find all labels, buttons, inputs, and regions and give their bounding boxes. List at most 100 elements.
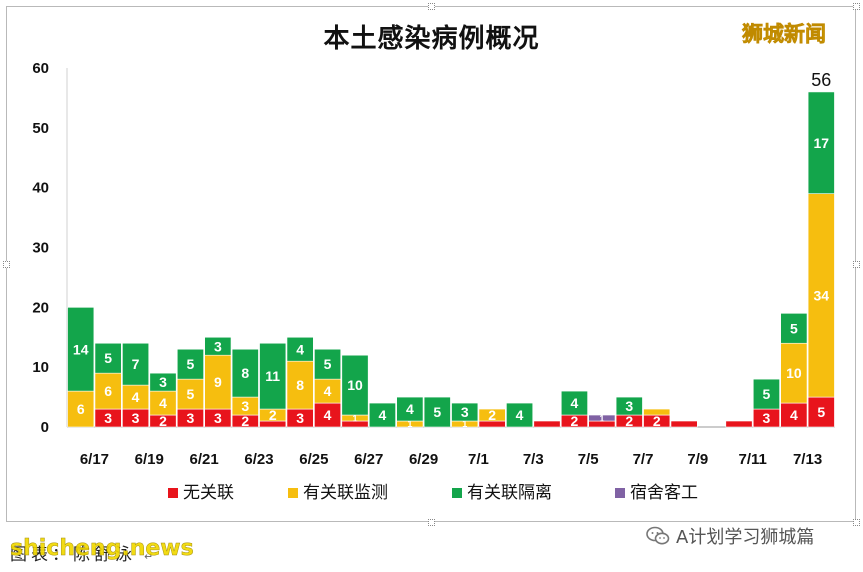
bar-data-label: 5: [817, 404, 825, 420]
bar-segment: [615, 396, 643, 416]
y-tick-label: 40: [32, 180, 49, 197]
x-tick-label: 6/29: [409, 451, 438, 468]
x-tick-label: 6/17: [80, 451, 109, 468]
bar-data-label: 6: [77, 401, 85, 417]
bar-data-label: 3: [159, 374, 167, 390]
x-tick-label: 6/25: [299, 451, 328, 468]
legend-swatch: [615, 488, 625, 498]
watermark-account: A计划学习狮城篇: [676, 527, 815, 548]
bar-data-label: 4: [571, 395, 579, 411]
bar-segment: [560, 390, 588, 416]
y-tick-label: 60: [32, 60, 49, 77]
bar-segment: [314, 348, 342, 380]
y-tick-label: 30: [32, 240, 49, 257]
resize-handle-bottom-right[interactable]: [853, 519, 860, 526]
bar-data-label: 1: [462, 419, 467, 429]
bar-data-label: 2: [488, 407, 496, 423]
bar-segment: [341, 354, 369, 416]
bar-segment: [478, 408, 506, 422]
bar-data-label: 3: [104, 410, 112, 426]
bar-data-label: 2: [625, 413, 633, 429]
bar-data-label: 4: [159, 395, 167, 411]
bar-segment: [67, 307, 95, 392]
bar-data-label: 14: [73, 341, 89, 357]
bar-data-label: 3: [241, 398, 249, 414]
bar-data-label: 2: [571, 413, 579, 429]
resize-handle-top-right[interactable]: [853, 3, 860, 10]
bar-data-label: 4: [324, 383, 332, 399]
bar-data-label: 3: [763, 410, 771, 426]
x-tick-label: 7/11: [739, 451, 767, 468]
brand-logo: 狮城新闻: [742, 22, 827, 47]
bar-segment: [259, 342, 287, 410]
resize-handle-bottom[interactable]: [428, 519, 435, 526]
bar-data-label: 5: [187, 356, 195, 372]
bar-data-label: 1: [407, 419, 412, 429]
bar-data-label: 4: [790, 407, 798, 423]
watermark: A计划学习狮城篇: [646, 523, 814, 549]
paragraph-mark-icon: ↵: [144, 550, 154, 563]
bar-data-label: 5: [187, 386, 195, 402]
resize-handle-left[interactable]: [3, 261, 10, 268]
chart-frame: [6, 6, 856, 522]
bar-data-label: 1: [352, 413, 357, 423]
bar-segment: [396, 396, 424, 422]
y-tick-label: 20: [32, 299, 49, 316]
x-tick-label: 6/27: [354, 451, 383, 468]
bar-data-label: 5: [324, 356, 332, 372]
bar-data-label: 2: [653, 413, 661, 429]
x-tick-label: 7/13: [793, 451, 822, 468]
y-tick-label: 50: [32, 120, 49, 137]
bar-data-label: 4: [296, 341, 304, 357]
bar-segment: [533, 420, 561, 428]
bar-data-label: 3: [214, 410, 222, 426]
bar-data-label: 3: [296, 410, 304, 426]
bar-data-label: 7: [132, 356, 140, 372]
bar-data-label: 9: [214, 374, 222, 390]
x-tick-label: 7/5: [578, 451, 599, 468]
resize-handle-top[interactable]: [428, 3, 435, 10]
footer: 图表：陈舒泳 ↵: [10, 540, 153, 565]
bar-segment: [204, 336, 232, 356]
total-label: 56: [811, 70, 831, 90]
bar-segment: [780, 313, 808, 344]
bar-data-label: 8: [241, 365, 249, 381]
bar-data-label: 4: [132, 389, 140, 405]
bar-data-label: 6: [104, 383, 112, 399]
bar-segment: [286, 360, 314, 410]
bar-segment: [725, 420, 753, 428]
bar-segment: [752, 378, 780, 410]
x-tick-label: 6/19: [135, 451, 164, 468]
bar-data-label: 5: [433, 404, 441, 420]
bar-data-label: 2: [159, 413, 167, 429]
resize-handle-right[interactable]: [853, 261, 860, 268]
legend-swatch: [168, 488, 178, 498]
legend-swatch: [452, 488, 462, 498]
bar-data-label: 11: [265, 368, 280, 384]
y-tick-label: 0: [41, 419, 49, 436]
legend-swatch: [288, 488, 298, 498]
legend-label: 有关联监测: [303, 483, 388, 503]
y-tick-label: 10: [32, 359, 49, 376]
bar-segment: [94, 342, 122, 374]
bar-segment: [231, 348, 259, 398]
bar-data-label: 3: [625, 398, 633, 414]
legend-label: 无关联: [183, 483, 234, 503]
bar-data-label: 3: [461, 404, 469, 420]
bar-segment: [506, 402, 534, 428]
bar-data-label: 4: [379, 407, 387, 423]
bar-segment: [588, 414, 616, 422]
bar-segment: [670, 420, 698, 428]
chart-title: 本土感染病例概况: [323, 24, 540, 54]
x-tick-label: 6/21: [190, 451, 219, 468]
bar-segment: [423, 396, 451, 428]
bar-data-label: 3: [187, 410, 195, 426]
x-tick-label: 7/9: [687, 451, 708, 468]
bar-data-label: 2: [241, 413, 249, 429]
bar-data-label: 4: [516, 407, 524, 423]
legend-label: 宿舍客工: [630, 483, 698, 503]
bar-data-label: 5: [763, 386, 771, 402]
bar-segment: [451, 402, 479, 422]
x-tick-label: 7/3: [523, 451, 544, 468]
